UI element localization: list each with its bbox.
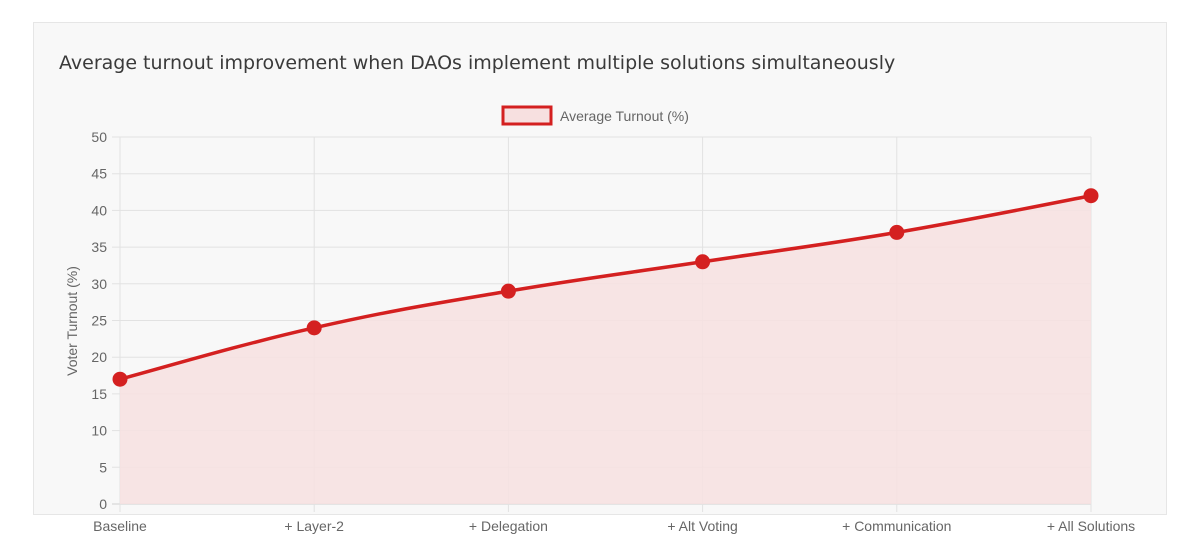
x-tick-label: + Alt Voting (667, 518, 737, 534)
y-tick-label: 35 (91, 239, 107, 255)
data-point (306, 320, 322, 336)
y-tick-label: 40 (91, 202, 107, 218)
data-point (889, 224, 905, 240)
x-tick-label: Baseline (93, 518, 147, 534)
data-point (1083, 188, 1099, 204)
x-tick-label: + Layer-2 (284, 518, 344, 534)
data-point (500, 283, 516, 299)
y-tick-label: 15 (91, 386, 107, 402)
series-line (119, 194, 1092, 381)
x-tick-label: + All Solutions (1047, 518, 1135, 534)
y-tick-label: 0 (99, 496, 107, 512)
legend: Average Turnout (%) (501, 105, 689, 126)
x-tick-label: + Delegation (469, 518, 548, 534)
y-tick-label: 50 (91, 129, 107, 145)
y-tick-label: 25 (91, 313, 107, 329)
series-area (120, 195, 1091, 504)
data-point (112, 371, 128, 387)
data-point (695, 254, 711, 270)
y-tick-label: 10 (91, 423, 107, 439)
chart-title: Average turnout improvement when DAOs im… (59, 52, 896, 74)
y-tick-label: 5 (99, 459, 107, 475)
legend-label: Average Turnout (%) (560, 108, 689, 124)
x-tick-label: + Communication (842, 518, 951, 534)
y-tick-label: 30 (91, 276, 107, 292)
y-tick-label: 45 (91, 166, 107, 182)
y-tick-label: 20 (91, 349, 107, 365)
y-axis-title: Voter Turnout (%) (64, 266, 80, 376)
legend-swatch (501, 105, 553, 126)
